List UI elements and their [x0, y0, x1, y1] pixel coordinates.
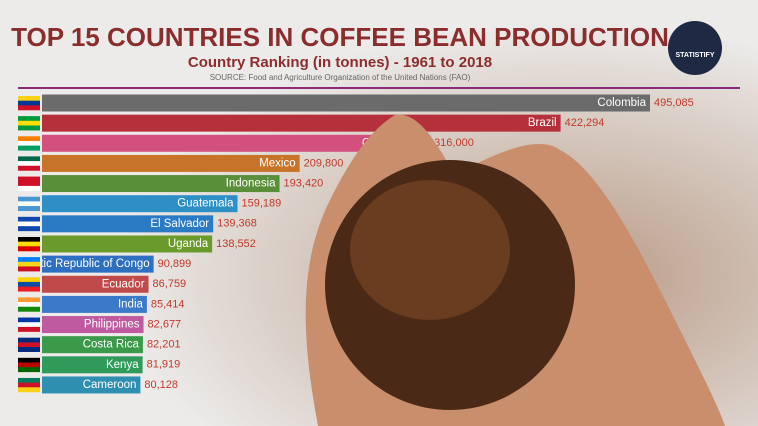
bar [42, 235, 213, 253]
value-label: 90,899 [158, 258, 192, 270]
bar-label: Indonesia [226, 178, 276, 190]
bar-label: Uganda [168, 238, 209, 250]
bar-label: Brazil [528, 117, 557, 129]
hands-photo [305, 114, 725, 426]
flag [18, 367, 40, 373]
value-label: 193,420 [284, 177, 324, 189]
flag [18, 337, 40, 343]
value-label: 82,201 [147, 339, 181, 351]
flag [18, 326, 40, 332]
value-label: 82,677 [148, 318, 182, 330]
bar [42, 134, 431, 152]
bar-label: Cameroon [83, 379, 137, 391]
bar [42, 175, 280, 193]
bar-label: Colombia [597, 97, 646, 109]
value-label: 159,189 [241, 198, 281, 210]
flag [18, 145, 40, 151]
flag [18, 156, 40, 162]
logo-text: STATISTIFY [675, 52, 714, 59]
flag [18, 206, 40, 211]
flag [18, 136, 40, 142]
flag [18, 120, 40, 126]
flag [18, 161, 40, 167]
flag [18, 357, 40, 363]
flag [18, 261, 40, 267]
flag [18, 317, 40, 323]
flag [18, 277, 40, 283]
flag [18, 347, 40, 352]
flag [18, 286, 40, 292]
flag [18, 246, 40, 252]
flag [18, 281, 40, 287]
flag [18, 302, 40, 308]
flag [18, 100, 40, 106]
bar-label: Costa Rica [83, 339, 140, 351]
flag [18, 257, 40, 263]
flag [18, 201, 40, 207]
bar [42, 114, 561, 132]
flag [18, 387, 40, 393]
coffee-beans-highlight [350, 180, 510, 320]
value-label: 422,294 [565, 117, 605, 129]
flag [18, 322, 40, 328]
flag [18, 96, 40, 101]
flag [18, 216, 40, 222]
value-label: 138,552 [216, 238, 256, 250]
bar [42, 316, 144, 334]
bar [42, 195, 238, 213]
logo [668, 21, 722, 75]
bar [42, 154, 300, 172]
bar-label: Kenya [106, 359, 139, 371]
flag [18, 105, 40, 111]
bar-label: Guatemala [177, 198, 234, 210]
bar [42, 376, 141, 394]
flag [18, 377, 40, 383]
flag [18, 176, 40, 182]
value-label: 209,800 [304, 157, 344, 169]
bar [42, 215, 214, 233]
value-label: 86,759 [153, 278, 187, 290]
value-label: 80,128 [144, 379, 178, 391]
flag [18, 241, 40, 247]
value-label: 85,414 [151, 298, 185, 310]
bar-label: India [118, 298, 144, 310]
flag [18, 226, 40, 232]
flag [18, 116, 40, 122]
bar-label: Philippines [84, 319, 140, 331]
flag [18, 297, 40, 303]
flag [18, 125, 40, 131]
flag [18, 362, 40, 368]
value-label: 139,368 [217, 218, 257, 230]
bar [42, 336, 143, 354]
flag [18, 181, 40, 187]
flag [18, 342, 40, 348]
bar-label: Ecuador [102, 278, 145, 290]
source: SOURCE: Food and Agriculture Organizatio… [210, 73, 471, 82]
flag [18, 382, 40, 388]
value-label: 316,000 [434, 137, 474, 149]
bar-label: Democratic Republic of Congo [0, 258, 150, 270]
flag [18, 185, 40, 191]
bar-label: El Salvador [150, 218, 209, 230]
flag [18, 236, 40, 242]
flag [18, 165, 40, 171]
bar [42, 94, 650, 112]
bar [42, 275, 149, 293]
flag [18, 306, 40, 312]
flag [18, 221, 40, 227]
value-label: 495,085 [654, 97, 694, 109]
bar [42, 356, 143, 374]
bar [42, 255, 154, 273]
bar-label: Mexico [259, 157, 295, 169]
chart-title: TOP 15 COUNTRIES IN COFFEE BEAN PRODUCTI… [11, 22, 669, 52]
flag [18, 196, 40, 202]
flag [18, 140, 40, 146]
bar [42, 295, 147, 313]
flag [18, 266, 40, 272]
value-label: 81,919 [147, 359, 181, 371]
chart-subtitle: Country Ranking (in tonnes) - 1961 to 20… [188, 54, 492, 71]
